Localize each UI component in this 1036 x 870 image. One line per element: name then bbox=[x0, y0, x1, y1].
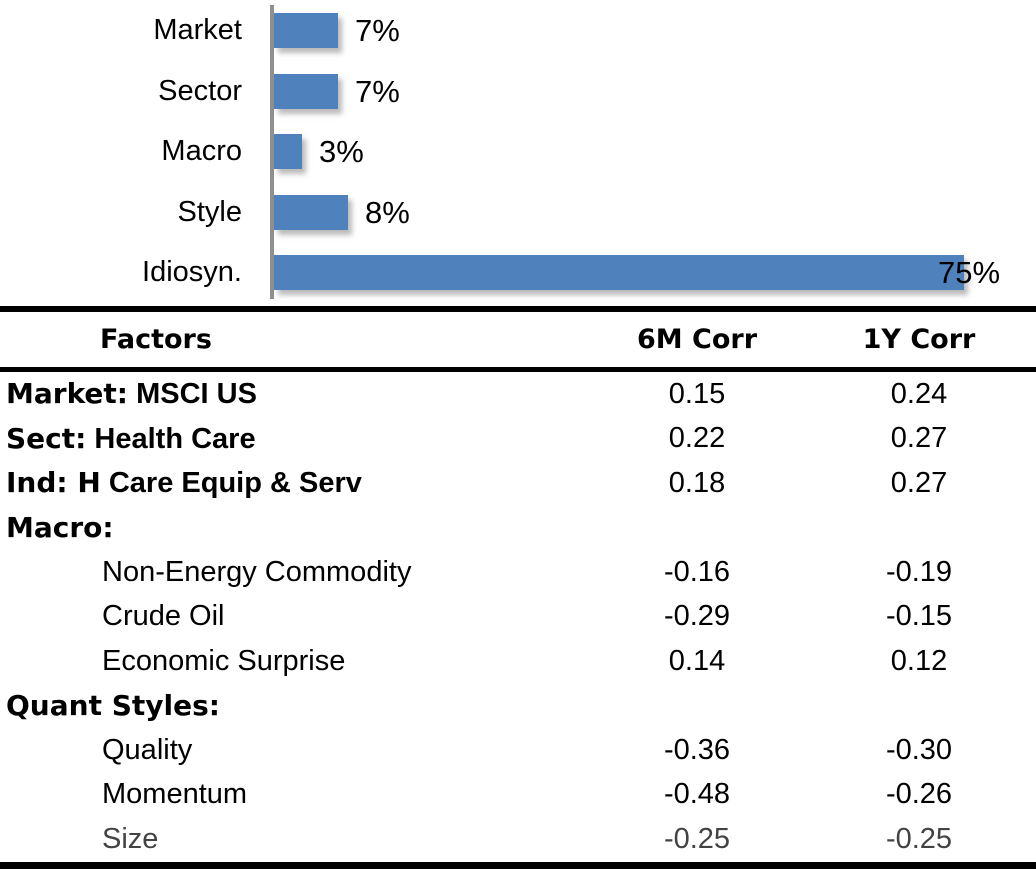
bar-sector bbox=[274, 74, 338, 109]
corr-1y-cell: -0.26 bbox=[885, 778, 953, 811]
bar-macro bbox=[274, 134, 302, 169]
factor-name-cell: Economic Surprise bbox=[0, 645, 592, 678]
corr-6m-cell: -0.29 bbox=[663, 600, 731, 633]
category-label-style: Style bbox=[177, 196, 242, 228]
table-row: Non-Energy Commodity -0.16 -0.19 bbox=[0, 550, 1036, 595]
corr-1y-cell: 0.12 bbox=[890, 644, 948, 677]
corr-6m-cell: -0.25 bbox=[663, 822, 731, 855]
corr-6m-cell: 0.14 bbox=[668, 644, 726, 677]
column-header-factors: Factors bbox=[100, 324, 212, 355]
corr-1y-cell: 0.27 bbox=[890, 422, 948, 455]
factor-name-cell: Quality bbox=[0, 734, 592, 767]
table-row: Quality -0.36 -0.30 bbox=[0, 728, 1036, 773]
corr-1y-cell: 0.24 bbox=[890, 377, 948, 410]
table-header-row: Factors 6M Corr 1Y Corr bbox=[0, 312, 1036, 372]
table-row: Crude Oil -0.29 -0.15 bbox=[0, 595, 1036, 640]
data-label-idiosyn: 75% bbox=[938, 255, 1001, 290]
factor-name-cell: Ind: H Care Equip & Serv bbox=[0, 466, 592, 500]
category-label-market: Market bbox=[153, 14, 242, 46]
factor-prefix: Ind: H bbox=[6, 466, 101, 500]
category-label-idiosyn: Idiosyn. bbox=[142, 256, 242, 288]
factor-label: Health Care bbox=[86, 422, 256, 455]
corr-6m-cell: 0.18 bbox=[668, 466, 726, 499]
data-label-macro: 3% bbox=[319, 134, 364, 169]
column-header-6m-corr: 6M Corr bbox=[636, 324, 758, 355]
factor-label: Size bbox=[102, 822, 159, 855]
category-label-macro: Macro bbox=[161, 135, 242, 167]
column-header-1y-corr: 1Y Corr bbox=[862, 324, 976, 355]
bar-idiosyn bbox=[274, 255, 964, 290]
table-row: Economic Surprise 0.14 0.12 bbox=[0, 639, 1036, 684]
corr-6m-cell: -0.48 bbox=[663, 778, 731, 811]
factor-label: Economic Surprise bbox=[102, 644, 346, 677]
factor-name-cell: Quant Styles: bbox=[0, 689, 592, 723]
table-row: Market: MSCI US 0.15 0.24 bbox=[0, 372, 1036, 417]
table-row: Sect: Health Care 0.22 0.27 bbox=[0, 417, 1036, 462]
factor-prefix: Macro: bbox=[6, 510, 114, 544]
factor-name-cell: Momentum bbox=[0, 778, 592, 811]
factor-label: Care Equip & Serv bbox=[100, 467, 362, 500]
corr-1y-cell: 0.27 bbox=[890, 466, 948, 499]
data-label-sector: 7% bbox=[355, 74, 400, 109]
factor-label: Momentum bbox=[102, 778, 248, 811]
factor-name-cell: Crude Oil bbox=[0, 600, 592, 633]
factor-name-cell: Macro: bbox=[0, 511, 592, 545]
factor-label: Quality bbox=[102, 733, 193, 766]
table-row: Ind: H Care Equip & Serv 0.18 0.27 bbox=[0, 461, 1036, 506]
chart-baseline-axis bbox=[270, 5, 274, 299]
factor-name-cell: Size bbox=[0, 823, 592, 856]
data-label-style: 8% bbox=[365, 195, 410, 230]
corr-6m-cell: -0.36 bbox=[663, 733, 731, 766]
table-row: Macro: bbox=[0, 506, 1036, 551]
bar-style bbox=[274, 195, 348, 230]
category-label-sector: Sector bbox=[158, 75, 242, 107]
factor-correlation-table: Factors 6M Corr 1Y Corr Market: MSCI US 0… bbox=[0, 306, 1036, 869]
factor-label: Crude Oil bbox=[102, 600, 225, 633]
corr-1y-cell: -0.19 bbox=[885, 555, 953, 588]
table-body: Market: MSCI US 0.15 0.24 Sect: Health Care… bbox=[0, 372, 1036, 862]
factor-prefix: Sect: bbox=[6, 421, 87, 455]
corr-6m-cell: 0.15 bbox=[668, 377, 726, 410]
table-row: Quant Styles: bbox=[0, 684, 1036, 729]
factor-name-cell: Non-Energy Commodity bbox=[0, 556, 592, 589]
factor-name-cell: Market: MSCI US bbox=[0, 377, 592, 411]
factor-prefix: Quant Styles: bbox=[6, 688, 220, 722]
table-row: Momentum -0.48 -0.26 bbox=[0, 773, 1036, 818]
factor-name-cell: Sect: Health Care bbox=[0, 422, 592, 456]
corr-1y-cell: -0.25 bbox=[885, 822, 953, 855]
corr-6m-cell: -0.16 bbox=[663, 555, 731, 588]
risk-decomposition-chart: Market 7% Sector 7% Macro 3% Style 8% Idiosyn. 75… bbox=[0, 0, 1036, 306]
table-row: Size -0.25 -0.25 bbox=[0, 817, 1036, 862]
corr-1y-cell: -0.15 bbox=[885, 600, 953, 633]
corr-1y-cell: -0.30 bbox=[885, 733, 953, 766]
bar-market bbox=[274, 13, 338, 48]
factor-label: MSCI US bbox=[128, 378, 257, 411]
corr-6m-cell: 0.22 bbox=[668, 422, 726, 455]
factor-prefix: Market: bbox=[6, 377, 129, 411]
data-label-market: 7% bbox=[355, 13, 400, 48]
factor-label: Non-Energy Commodity bbox=[102, 555, 412, 588]
